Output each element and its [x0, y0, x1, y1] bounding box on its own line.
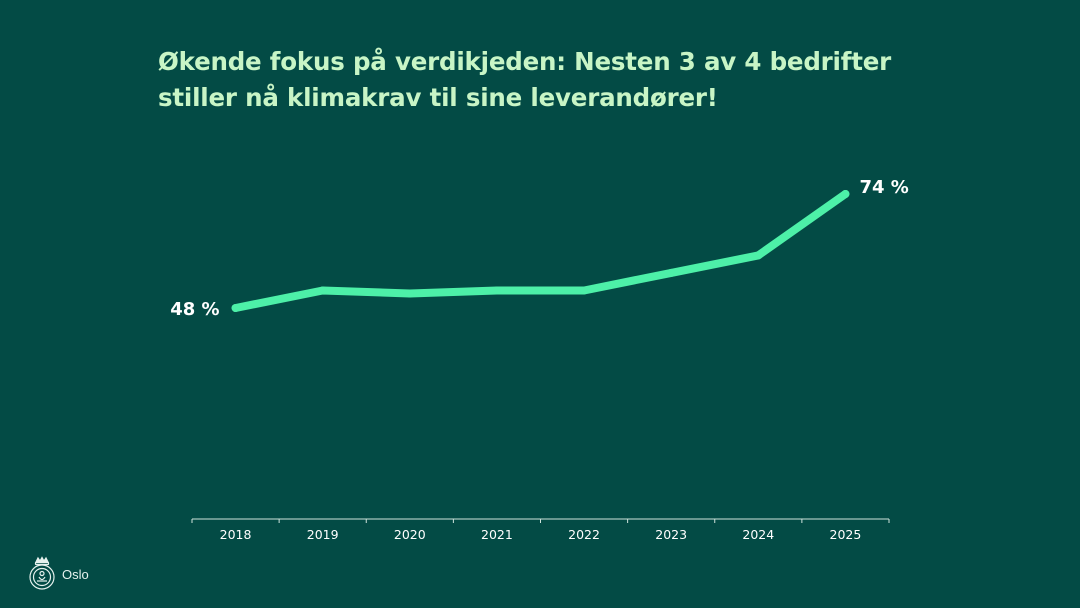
data-label-2025: 74 % — [859, 177, 908, 198]
x-tick-label: 2024 — [742, 527, 774, 542]
data-point-2024 — [754, 251, 763, 260]
x-tick-label: 2022 — [568, 527, 600, 542]
brand-name: Oslo — [62, 566, 89, 582]
footer: Oslo — [28, 556, 89, 592]
x-tick-label: 2025 — [830, 527, 862, 542]
data-point-2025 — [841, 190, 850, 198]
x-tick-label: 2021 — [481, 527, 513, 542]
data-point-2021 — [492, 286, 501, 295]
series-layer — [231, 190, 850, 312]
oslo-seal-icon — [29, 556, 55, 590]
x-tick-label: 2020 — [394, 527, 426, 542]
data-point-2018 — [231, 304, 240, 312]
title-line-2: stiller nå klimakrav til sine leverandør… — [158, 83, 718, 112]
data-label-2018: 48 % — [170, 299, 219, 320]
page-title: Økende fokus på verdikjeden: Nesten 3 av… — [158, 44, 1038, 116]
data-point-2022 — [580, 286, 589, 295]
x-tick-label: 2023 — [655, 527, 687, 542]
series-line — [231, 190, 850, 312]
x-tick-label: 2018 — [220, 527, 252, 542]
data-point-2019 — [318, 286, 327, 295]
data-point-2023 — [667, 268, 676, 277]
data-point-2020 — [405, 289, 414, 298]
data-labels: 48 % 74 % — [170, 177, 909, 320]
x-axis: 2018 2019 2020 2021 2022 2023 2024 2025 — [191, 518, 890, 542]
title-line-1: Økende fokus på verdikjeden: Nesten 3 av… — [158, 47, 892, 76]
x-tick-label: 2019 — [307, 527, 339, 542]
